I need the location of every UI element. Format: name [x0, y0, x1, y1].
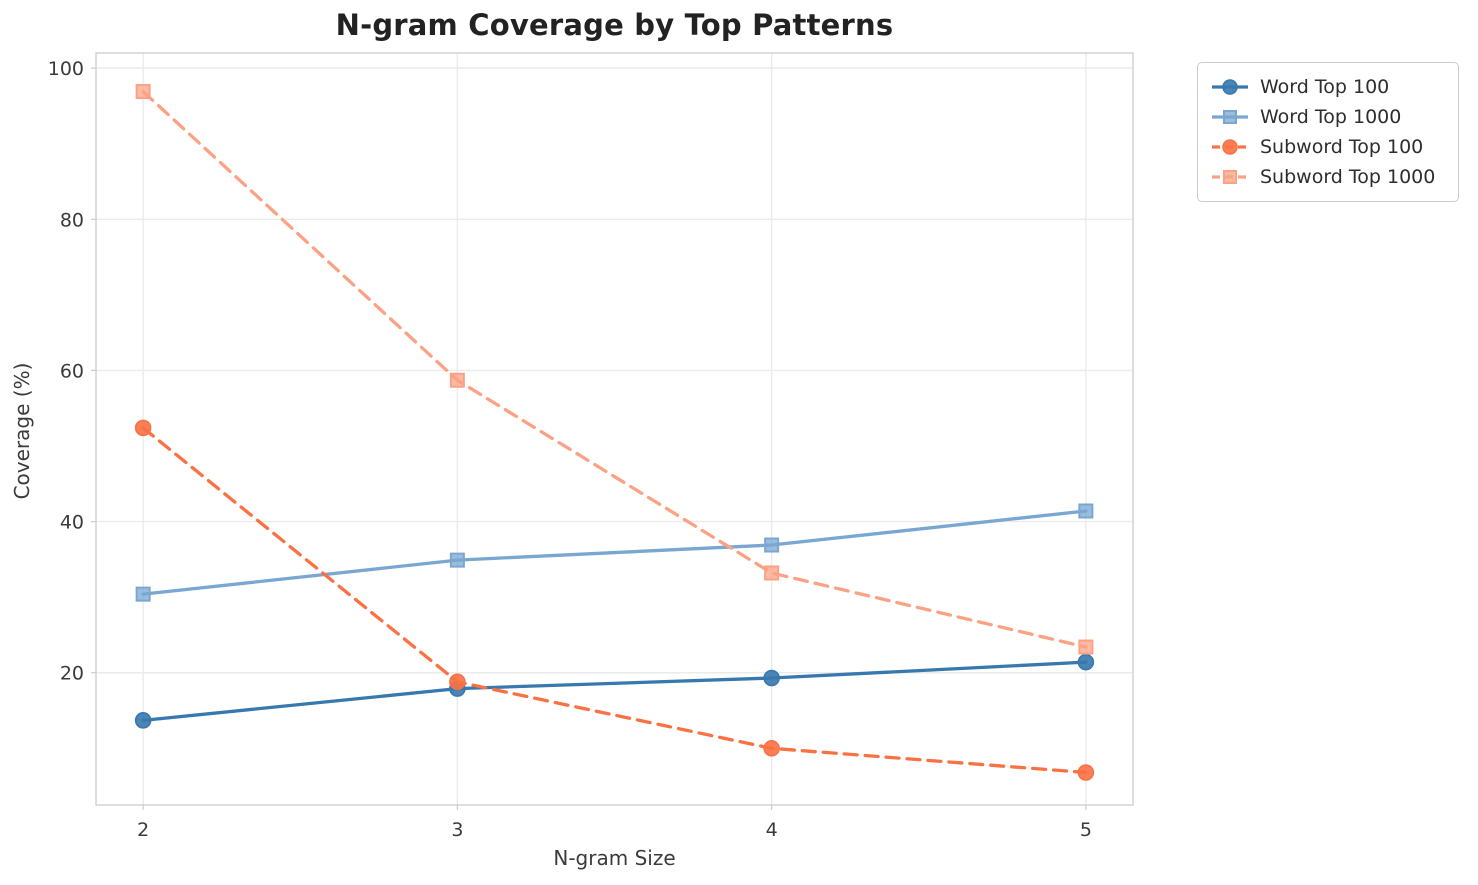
y-tick-label: 100	[48, 58, 84, 80]
data-point-square	[1078, 639, 1094, 655]
series-line-word-top-100	[141, 660, 1088, 723]
series-line-word-top-1000	[141, 509, 1088, 596]
legend-item: Subword Top 100	[1210, 132, 1446, 162]
legend-label: Word Top 100	[1260, 76, 1390, 98]
x-tick-label: 4	[766, 819, 778, 841]
data-point-circle	[1077, 653, 1095, 671]
legend-sample-square	[1212, 110, 1248, 124]
legend-label: Subword Top 1000	[1260, 166, 1436, 188]
x-tick-label: 5	[1080, 819, 1092, 841]
y-tick-label: 40	[60, 512, 84, 534]
legend-item: Word Top 1000	[1210, 102, 1446, 132]
data-point-square	[764, 565, 780, 581]
data-point-circle	[763, 740, 780, 757]
data-point-circle	[134, 712, 152, 729]
y-tick-label: 20	[60, 663, 84, 685]
data-point-square	[449, 372, 465, 388]
legend: Word Top 100 Word Top 1000 Subword Top 100…	[1197, 62, 1459, 202]
legend-label: Subword Top 100	[1260, 136, 1424, 158]
x-tick-label: 3	[451, 819, 463, 841]
x-axis-label: N-gram Size	[553, 846, 676, 870]
data-point-circle	[763, 669, 780, 687]
series-line-subword-top-1000	[141, 89, 1088, 649]
data-point-circle	[1077, 764, 1095, 781]
legend-sample-square	[1212, 170, 1248, 184]
data-point-square	[1078, 503, 1094, 519]
data-point-square	[764, 537, 780, 553]
legend-sample-circle	[1212, 79, 1248, 95]
data-point-square	[135, 586, 151, 602]
y-tick-label: 80	[60, 209, 84, 231]
legend-item: Subword Top 1000	[1210, 162, 1446, 192]
legend-sample-circle	[1212, 139, 1248, 155]
data-point-square	[449, 552, 465, 568]
y-axis-label: Coverage (%)	[10, 362, 34, 500]
x-tick-label: 2	[137, 819, 149, 841]
legend-item: Word Top 100	[1210, 72, 1446, 102]
data-point-circle	[134, 419, 152, 437]
data-point-circle	[449, 673, 466, 691]
plot-border	[95, 52, 1134, 806]
chart-title: N-gram Coverage by Top Patterns	[335, 8, 894, 42]
data-point-square	[135, 84, 151, 100]
y-tick-label: 60	[60, 360, 84, 382]
series-line-subword-top-100	[141, 426, 1088, 775]
legend-label: Word Top 1000	[1260, 106, 1402, 128]
